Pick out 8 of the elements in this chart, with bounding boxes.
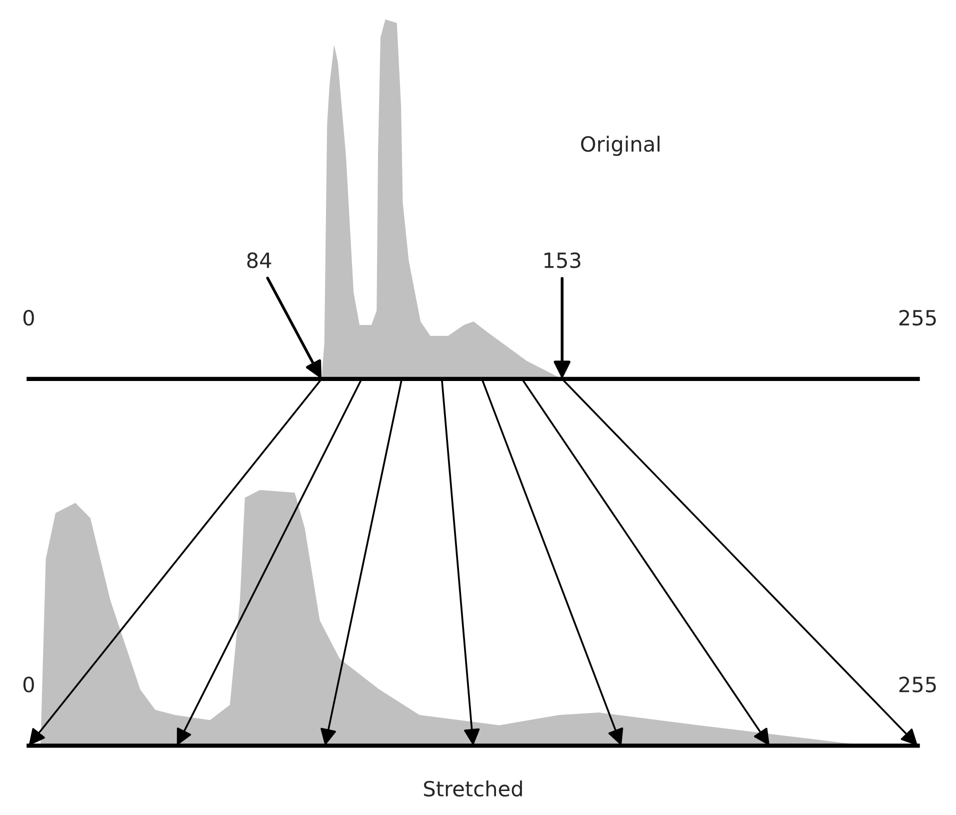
annotation: Original — [581, 136, 660, 156]
x-tick-label: 255 — [899, 676, 936, 692]
annotation: 153 — [544, 252, 580, 268]
x-tick-label: 0 — [23, 676, 34, 692]
x-axis-title: Stretched — [424, 780, 522, 797]
x-tick-label: 255 — [899, 310, 936, 326]
annotation: 84 — [247, 252, 272, 268]
x-tick-label: 0 — [23, 310, 34, 326]
